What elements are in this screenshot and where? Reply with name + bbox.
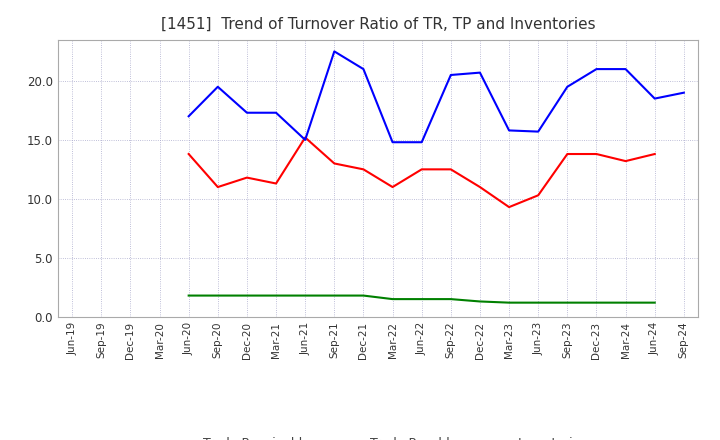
Inventories — [243, 293, 251, 298]
Trade Payables — [650, 96, 659, 101]
Trade Receivables — [446, 167, 455, 172]
Trade Receivables — [650, 151, 659, 157]
Trade Receivables — [243, 175, 251, 180]
Trade Payables — [213, 84, 222, 89]
Inventories — [359, 293, 368, 298]
Inventories — [271, 293, 280, 298]
Trade Payables — [563, 84, 572, 89]
Inventories — [534, 300, 543, 305]
Trade Receivables — [534, 193, 543, 198]
Trade Payables — [243, 110, 251, 115]
Trade Receivables — [418, 167, 426, 172]
Trade Payables — [184, 114, 193, 119]
Inventories — [418, 297, 426, 302]
Trade Payables — [592, 66, 600, 72]
Trade Payables — [505, 128, 513, 133]
Line: Inventories: Inventories — [189, 296, 654, 303]
Inventories — [301, 293, 310, 298]
Trade Payables — [534, 129, 543, 134]
Line: Trade Receivables: Trade Receivables — [189, 138, 654, 207]
Trade Receivables — [301, 135, 310, 140]
Trade Receivables — [505, 205, 513, 210]
Trade Payables — [301, 137, 310, 143]
Trade Payables — [621, 66, 630, 72]
Inventories — [563, 300, 572, 305]
Trade Receivables — [330, 161, 338, 166]
Inventories — [505, 300, 513, 305]
Trade Receivables — [388, 184, 397, 190]
Trade Payables — [330, 49, 338, 54]
Trade Payables — [446, 72, 455, 77]
Trade Payables — [359, 66, 368, 72]
Trade Payables — [418, 139, 426, 145]
Trade Receivables — [592, 151, 600, 157]
Trade Receivables — [213, 184, 222, 190]
Trade Receivables — [184, 151, 193, 157]
Trade Payables — [271, 110, 280, 115]
Trade Payables — [476, 70, 485, 75]
Legend: Trade Receivables, Trade Payables, Inventories: Trade Receivables, Trade Payables, Inven… — [163, 432, 593, 440]
Trade Payables — [680, 90, 688, 95]
Inventories — [476, 299, 485, 304]
Inventories — [330, 293, 338, 298]
Inventories — [213, 293, 222, 298]
Trade Receivables — [563, 151, 572, 157]
Inventories — [592, 300, 600, 305]
Inventories — [446, 297, 455, 302]
Line: Trade Payables: Trade Payables — [189, 51, 684, 142]
Trade Payables — [388, 139, 397, 145]
Title: [1451]  Trend of Turnover Ratio of TR, TP and Inventories: [1451] Trend of Turnover Ratio of TR, TP… — [161, 16, 595, 32]
Inventories — [184, 293, 193, 298]
Trade Receivables — [359, 167, 368, 172]
Inventories — [621, 300, 630, 305]
Trade Receivables — [476, 184, 485, 190]
Inventories — [388, 297, 397, 302]
Trade Receivables — [621, 158, 630, 164]
Trade Receivables — [271, 181, 280, 186]
Inventories — [650, 300, 659, 305]
